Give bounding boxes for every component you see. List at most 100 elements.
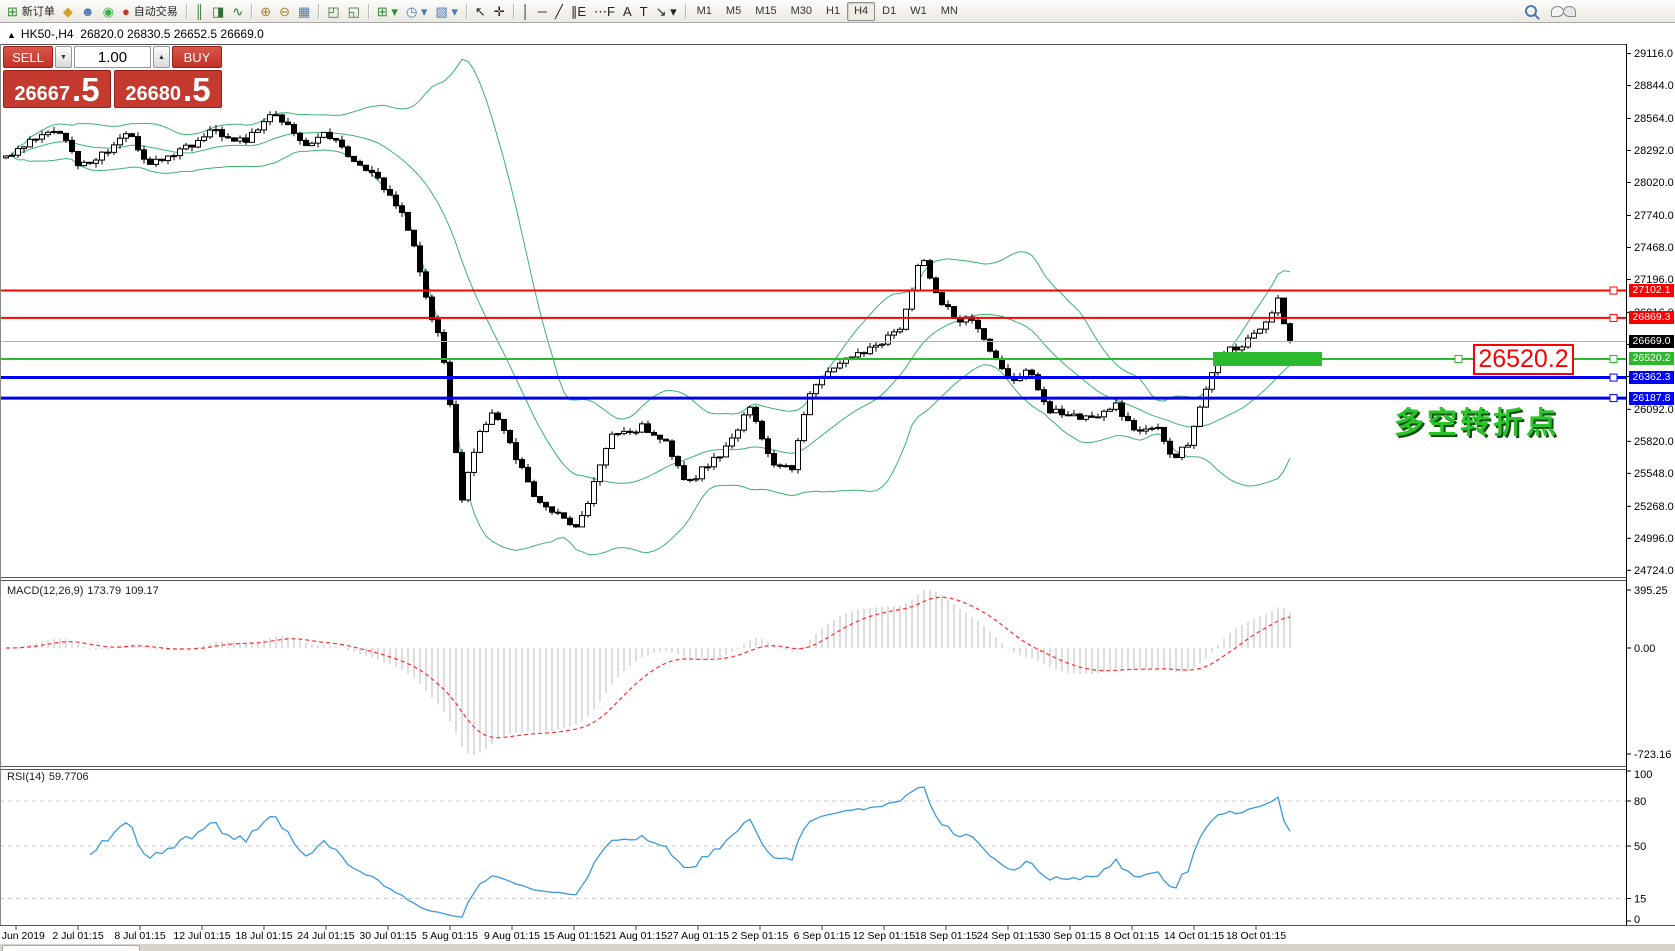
trendline-icon-glyph: ╱ (555, 3, 563, 19)
bars-chart-icon[interactable]: ║ (191, 2, 208, 21)
new-chart-icon[interactable]: ⊞ ▾ (373, 2, 402, 21)
equidistant-channel-icon[interactable]: ∥E (567, 2, 590, 21)
cascade-windows-icon[interactable]: ◰ (323, 2, 343, 21)
buy-price-main: 26680 (125, 83, 182, 105)
template-icon[interactable]: ▧ ▾ (431, 2, 461, 21)
new-order-button[interactable]: ⊞ 新订单 (3, 2, 59, 21)
magnifier-glyph (1525, 5, 1537, 17)
timeframe-m5[interactable]: M5 (725, 5, 742, 17)
svg-text:-723.16: -723.16 (1634, 749, 1671, 761)
search-icon[interactable] (1521, 2, 1541, 21)
sell-button[interactable]: SELL (3, 46, 53, 68)
svg-text:15: 15 (1634, 894, 1646, 906)
template-icon-glyph: ▧ ▾ (435, 3, 458, 19)
timeframe-m30[interactable]: M30 (790, 5, 812, 17)
price-axis: 29116.0 28844.0 28564.0 28292.0 28020.0 27740… (1626, 48, 1674, 926)
horizontal-line-icon-glyph: ─ (537, 3, 548, 19)
svg-text:25548.0: 25548.0 (1634, 468, 1674, 480)
signal-icon[interactable]: ◉ (99, 2, 118, 21)
line-chart-icon[interactable]: ∿ (228, 2, 247, 21)
svg-text:28020.0: 28020.0 (1634, 177, 1674, 189)
timeframe-mn[interactable]: MN (940, 5, 958, 17)
level-lines[interactable] (0, 286, 1626, 403)
panel-frames (0, 44, 1675, 926)
fibonacci-icon[interactable]: ⋯F (590, 2, 619, 21)
svg-text:29116.0: 29116.0 (1634, 48, 1673, 60)
candlestick-chart-icon[interactable]: ◨ (208, 2, 228, 21)
volume-down-button[interactable]: ▼ (55, 46, 72, 68)
zoom-out-icon[interactable]: ⊖ (275, 2, 294, 21)
svg-text:24996.0: 24996.0 (1634, 533, 1674, 545)
period-icon[interactable]: ◷ ▾ (402, 2, 431, 21)
svg-text:27468.0: 27468.0 (1634, 242, 1674, 254)
timeframe-h1[interactable]: H1 (826, 5, 841, 17)
buy-price-block[interactable]: 26680.5 (114, 70, 222, 108)
new-chart-icon-glyph: ⊞ ▾ (376, 3, 398, 19)
cursor-icon[interactable]: ↖ (471, 2, 490, 21)
rsi-panel (0, 786, 1626, 918)
tile-windows-icon[interactable]: ▦ (294, 2, 314, 21)
svg-text:30 Jul 01:15: 30 Jul 01:15 (359, 930, 416, 942)
toolbar-separator (512, 3, 514, 19)
toolbar-separator (465, 3, 467, 19)
vertical-line-icon-glyph: │ (521, 3, 530, 19)
candlestick-chart-icon-glyph: ◨ (212, 3, 225, 19)
crosshair-icon[interactable]: ✛ (490, 2, 509, 21)
arrows-icon[interactable]: ↘ ▾ (652, 2, 681, 21)
zoom-in-icon-glyph: ⊕ (260, 3, 272, 19)
zoom-in-icon[interactable]: ⊕ (256, 2, 275, 21)
svg-text:100: 100 (1634, 769, 1652, 781)
price-level-label: 26520.2 (1629, 352, 1674, 366)
volume-up-button[interactable]: ▲ (153, 46, 170, 68)
timeframe-m1[interactable]: M1 (696, 5, 712, 17)
arrange-windows-icon[interactable]: ◱ (344, 2, 364, 21)
period-icon-glyph: ◷ ▾ (405, 3, 428, 19)
chat-bubble2-glyph (1563, 5, 1576, 17)
tile-windows-icon-glyph: ▦ (298, 3, 311, 19)
macd-main-value: 173.79 (87, 585, 122, 597)
line-chart-icon-glyph: ∿ (232, 3, 244, 19)
timeframe-h4[interactable]: H4 (847, 1, 876, 21)
sell-price-main: 26667 (14, 83, 71, 105)
turning-point-text-object[interactable]: 多空转折点 (1394, 407, 1559, 440)
auto-trading-button[interactable]: ● 自动交易 (118, 2, 182, 21)
svg-text:80: 80 (1634, 796, 1646, 808)
macd-name: MACD(12,26,9) (7, 585, 84, 597)
time-axis: 25 Jun 2019 2 Jul 01:15 8 Jul 01:15 12 Jul … (0, 926, 1286, 942)
horizontal-scrollbar-thumb[interactable] (2, 945, 140, 951)
bottom-strip (0, 944, 1675, 951)
chat-icon[interactable] (1547, 2, 1580, 21)
svg-text:0.00: 0.00 (1634, 643, 1655, 655)
price-text-object[interactable]: 26520.2 (1473, 344, 1574, 375)
main-toolbar: ⊞ 新订单 ◆ ☻ ◉ ● 自动交易 ║ ◨ ∿ ⊕ ⊖ ▦ ◰ ◱ ⊞ ▾ ◷ ▾ ▧ ▾ ↖ ✛ │ ─ ╱ ∥E ⋯F A T… (0, 0, 1675, 23)
svg-text:28844.0: 28844.0 (1634, 80, 1674, 92)
profile-icon[interactable]: ☻ (77, 2, 99, 21)
market-watch-icon[interactable]: ◆ (59, 2, 77, 21)
equidistant-channel-icon-glyph: ∥E (570, 3, 587, 19)
rsi-name: RSI(14) (7, 771, 45, 783)
timeframe-w1[interactable]: W1 (910, 5, 927, 17)
svg-text:25 Jun 2019: 25 Jun 2019 (0, 930, 45, 942)
text-label-icon[interactable]: T (636, 2, 652, 21)
trendline-icon[interactable]: ╱ (551, 2, 567, 21)
timeframe-d1[interactable]: D1 (882, 5, 897, 17)
price-level-label: 26669.0 (1629, 334, 1674, 348)
svg-text:27740.0: 27740.0 (1634, 210, 1674, 222)
vertical-line-icon[interactable]: │ (518, 2, 534, 21)
sell-price-block[interactable]: 26667.5 (3, 70, 111, 108)
text-label-icon-glyph: T (639, 3, 648, 19)
timeframe-m15[interactable]: M15 (755, 5, 777, 17)
collapse-icon[interactable]: ▲ (7, 30, 16, 40)
horizontal-line-icon[interactable]: ─ (534, 2, 551, 21)
buy-button[interactable]: BUY (172, 46, 222, 68)
toolbar-buttons: ⊞ 新订单 ◆ ☻ ◉ ● 自动交易 ║ ◨ ∿ ⊕ ⊖ ▦ ◰ ◱ ⊞ ▾ ◷ ▾ ▧ ▾ ↖ ✛ │ ─ ╱ ∥E ⋯F A T… (3, 1, 965, 21)
price-level-label: 26362.3 (1629, 371, 1674, 385)
bars-chart-icon-glyph: ║ (194, 3, 205, 19)
price-level-label: 26869.3 (1629, 311, 1674, 325)
text-icon[interactable]: A (619, 2, 636, 21)
svg-text:9 Aug 01:15: 9 Aug 01:15 (484, 930, 540, 942)
volume-input[interactable] (74, 46, 151, 68)
fibonacci-icon-glyph: ⋯F (594, 3, 615, 19)
